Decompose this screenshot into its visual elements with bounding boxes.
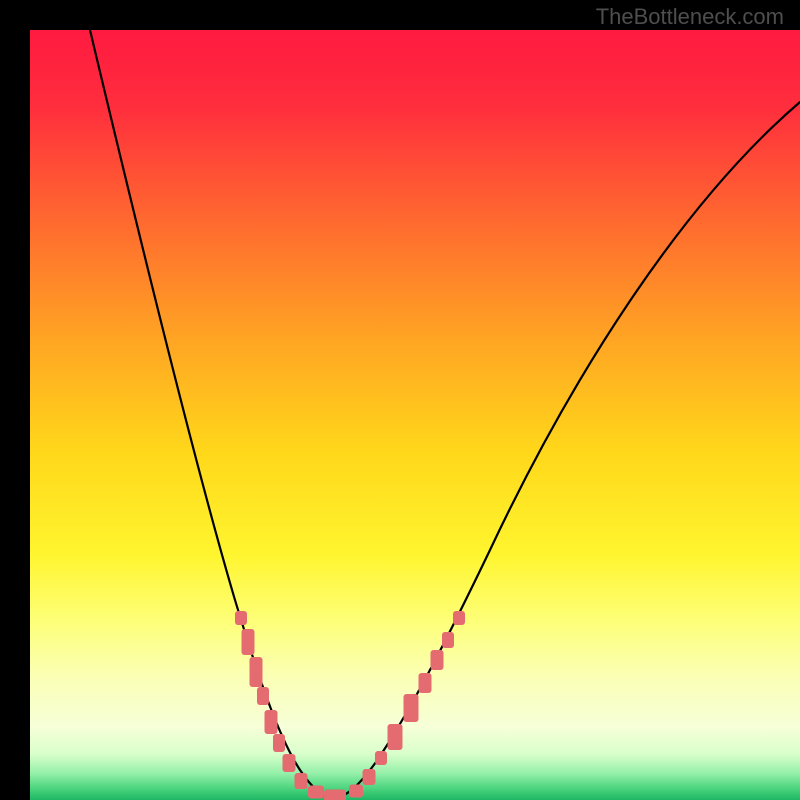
data-marker [257,687,269,705]
data-marker [388,724,403,750]
curve-left-segment [90,30,333,798]
data-marker [453,611,465,625]
curve-right-segment [333,102,800,798]
data-marker [308,786,324,799]
data-marker [404,694,419,722]
data-marker [265,710,278,734]
data-marker [324,790,346,800]
watermark-text: TheBottleneck.com [596,4,784,30]
data-marker [235,611,247,625]
data-marker [250,657,263,687]
data-marker [283,754,296,772]
data-marker [363,769,376,785]
data-marker [295,773,308,789]
data-marker [273,734,285,752]
bottleneck-curve [30,30,800,800]
data-marker [242,629,255,655]
data-marker [431,650,444,670]
data-marker [349,785,363,798]
data-marker [375,751,387,765]
data-marker [419,673,432,693]
data-marker [442,632,454,648]
plot-area [30,30,800,800]
